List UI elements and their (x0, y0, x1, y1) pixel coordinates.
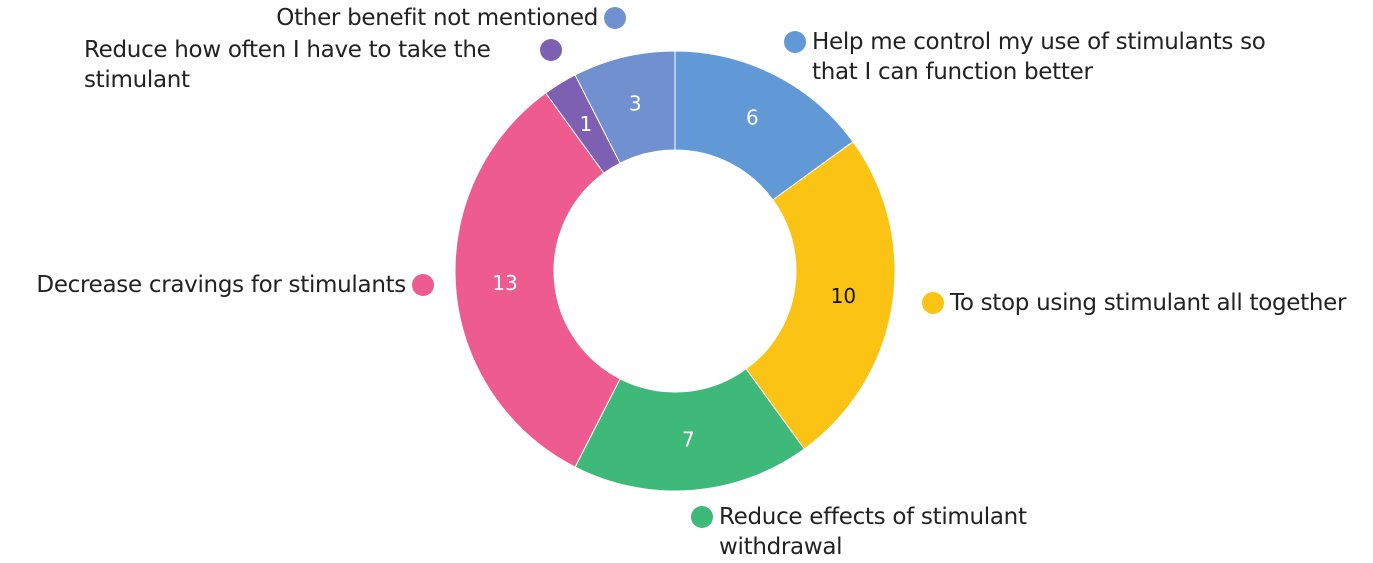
legend-label: Reduce how often I have to take the stim… (84, 37, 491, 93)
donut-segment (745, 140, 896, 450)
legend-label: Decrease cravings for stimulants (36, 272, 406, 298)
donut-segment (454, 92, 621, 468)
legend-item: Help me control my use of stimulants so … (778, 27, 1282, 87)
legend-item: Decrease cravings for stimulants (4, 270, 440, 300)
value-label: 3 (629, 92, 642, 116)
legend-label: Help me control my use of stimulants so … (812, 29, 1266, 85)
value-label: 1 (580, 112, 593, 136)
legend-label: Reduce effects of stimulant withdrawal (719, 504, 1027, 560)
legend-item: Reduce effects of stimulant withdrawal (685, 502, 1079, 562)
value-label: 13 (492, 271, 517, 295)
legend-dot (604, 7, 626, 29)
legend-dot (784, 31, 806, 53)
value-label: 10 (831, 284, 856, 308)
legend-dot (691, 506, 713, 528)
value-label: 7 (682, 427, 695, 451)
legend-label: To stop using stimulant all together (950, 290, 1347, 316)
value-label: 6 (746, 106, 759, 130)
legend-item: Reduce how often I have to take the stim… (84, 35, 568, 95)
legend-dot (922, 292, 944, 314)
donut-segment (574, 50, 676, 164)
legend-item: To stop using stimulant all together (916, 288, 1373, 318)
legend-dot (540, 39, 562, 61)
donut-segment (574, 368, 806, 492)
legend-label: Other benefit not mentioned (276, 5, 598, 31)
legend-item: Other benefit not mentioned (240, 3, 632, 33)
legend-dot (412, 274, 434, 296)
